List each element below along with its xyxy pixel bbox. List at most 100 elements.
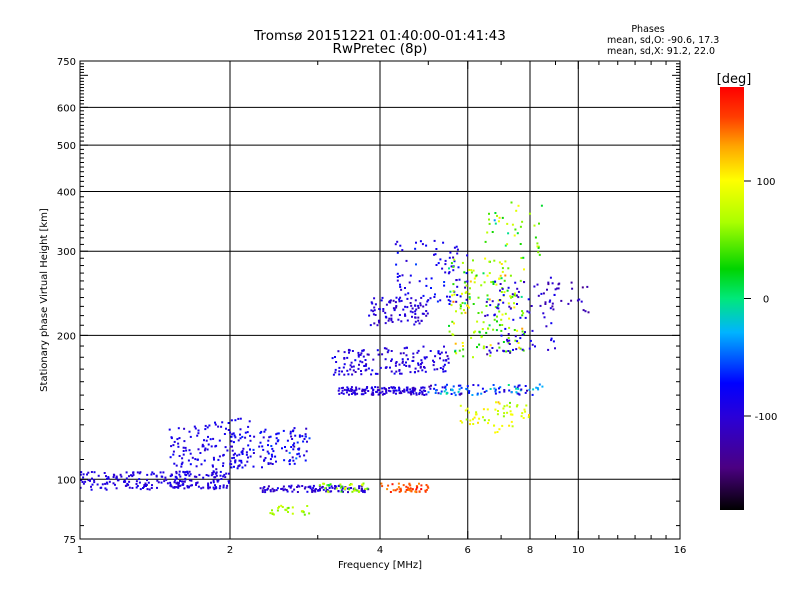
data-point: [454, 350, 457, 353]
data-point: [473, 416, 476, 419]
data-point: [236, 467, 239, 470]
data-point: [516, 329, 519, 332]
data-point: [389, 299, 392, 302]
data-point: [460, 312, 463, 315]
data-point: [443, 284, 446, 287]
data-point: [521, 330, 524, 333]
data-point: [370, 301, 373, 304]
data-point: [301, 510, 304, 513]
data-point: [443, 281, 446, 283]
data-point: [304, 486, 307, 489]
data-point: [521, 327, 524, 330]
data-point: [289, 432, 292, 435]
data-point: [509, 274, 512, 277]
data-point: [262, 436, 265, 439]
data-point: [370, 393, 373, 396]
data-point: [284, 508, 287, 511]
data-point: [403, 347, 406, 350]
data-point: [447, 299, 450, 302]
data-point: [418, 322, 421, 325]
data-point: [429, 297, 432, 300]
data-point: [113, 474, 116, 477]
data-point: [444, 263, 447, 266]
data-point: [459, 307, 462, 310]
data-point: [452, 265, 455, 268]
data-point: [420, 387, 423, 390]
data-point: [394, 301, 397, 304]
data-point: [222, 464, 224, 467]
data-point: [486, 298, 489, 301]
data-point: [390, 317, 393, 320]
data-point: [232, 453, 235, 456]
data-point: [465, 272, 468, 275]
data-point: [145, 483, 148, 486]
data-point: [239, 417, 242, 420]
data-point: [433, 296, 436, 298]
data-point: [349, 364, 352, 367]
data-point: [180, 463, 183, 466]
data-point: [389, 491, 392, 493]
data-point: [277, 439, 280, 442]
data-point: [425, 310, 428, 312]
data-point: [466, 385, 469, 388]
data-point: [421, 312, 424, 315]
data-point: [172, 453, 175, 456]
data-point: [344, 487, 346, 490]
data-point: [79, 486, 82, 489]
data-point: [81, 480, 84, 483]
data-point: [285, 509, 288, 512]
data-point: [177, 483, 180, 486]
data-point: [512, 348, 514, 351]
data-point: [267, 444, 269, 447]
data-point: [80, 471, 83, 474]
data-point: [453, 258, 456, 261]
data-point: [288, 451, 291, 454]
data-point: [175, 464, 178, 467]
data-point: [415, 392, 418, 395]
data-point: [204, 428, 207, 431]
data-point: [215, 468, 218, 471]
data-point: [461, 292, 463, 295]
data-point: [364, 364, 367, 367]
data-point: [424, 489, 427, 492]
data-point: [409, 392, 412, 394]
data-point: [241, 450, 244, 452]
data-point: [90, 471, 93, 473]
data-point: [433, 387, 436, 390]
data-point: [331, 486, 334, 489]
data-point: [352, 391, 355, 394]
data-point: [175, 470, 178, 473]
data-point: [334, 368, 337, 371]
data-point: [230, 463, 233, 466]
data-point: [361, 483, 364, 486]
data-point: [332, 373, 335, 376]
data-point: [306, 505, 309, 507]
data-point: [215, 472, 218, 475]
data-point: [356, 489, 359, 492]
data-point: [501, 216, 504, 219]
data-point: [497, 299, 500, 302]
data-point: [400, 320, 403, 323]
data-point: [402, 308, 405, 311]
data-point: [271, 513, 274, 515]
data-point: [418, 490, 421, 493]
data-point: [194, 458, 197, 461]
data-point: [212, 479, 215, 482]
data-point: [363, 491, 366, 494]
data-point: [101, 483, 104, 486]
data-point: [500, 263, 503, 265]
data-point: [395, 305, 398, 307]
data-point: [301, 485, 304, 487]
data-point: [498, 387, 500, 390]
data-point: [459, 303, 462, 306]
colorbar-tick-label: -100: [755, 412, 778, 423]
data-point: [417, 316, 420, 319]
data-point: [382, 310, 385, 313]
data-point: [503, 405, 506, 408]
data-point: [420, 319, 423, 322]
data-point: [272, 450, 275, 453]
data-point: [340, 490, 343, 493]
data-point: [186, 472, 189, 475]
data-point: [523, 332, 526, 335]
data-point: [115, 475, 118, 478]
